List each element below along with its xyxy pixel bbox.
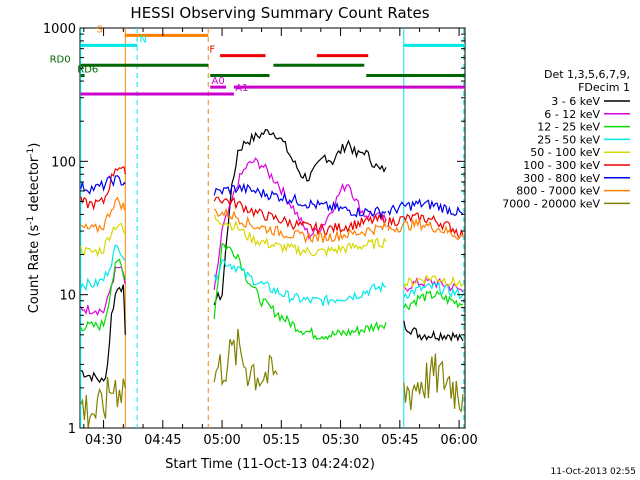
state-label-RD0: RD0 (50, 54, 71, 65)
y-label-superscript: -1 (26, 148, 36, 157)
state-label-RD6: RD6 (77, 65, 98, 76)
legend-label-0: 3 - 6 keV (551, 95, 600, 108)
legend-label-2: 12 - 25 keV (537, 121, 600, 134)
legend-label-7: 800 - 7000 keV (516, 185, 600, 198)
series-8-segment-1 (213, 328, 278, 391)
legend-label-4: 50 - 100 keV (530, 146, 600, 159)
series-0-segment-2 (403, 320, 464, 343)
x-tick-label: 04:30 (85, 433, 122, 448)
axes: 04:30 04:45 05:00 05:15 05:30 05:45 06:00 1 10 10… (43, 22, 478, 448)
x-tick-label: 06:00 (440, 433, 477, 448)
legend-label-8: 7000 - 20000 keV (502, 197, 600, 210)
series-1-segment-1 (213, 157, 387, 291)
y-label-text: Count Rate (s (27, 225, 42, 314)
x-tick-label: 05:15 (263, 433, 300, 448)
y-label-text: ) (27, 143, 42, 148)
series-3-segment-1 (213, 259, 386, 307)
series-6-segment-2 (387, 198, 464, 217)
series-7-segment-0 (80, 196, 126, 234)
legend-label-3: 25 - 50 keV (537, 133, 600, 146)
series-5-segment-0 (80, 165, 126, 211)
x-tick-label: 05:30 (322, 433, 359, 448)
series-0-segment-1 (213, 129, 387, 306)
timestamp: 11-Oct-2013 02:55 (551, 467, 636, 477)
y-tick-label: 1000 (43, 22, 76, 37)
plot-frame (79, 27, 466, 429)
series-4-segment-0 (80, 222, 126, 258)
state-label-N: N (139, 34, 146, 45)
series-2-segment-1 (213, 242, 387, 341)
series-3-segment-0 (80, 244, 126, 292)
legend-label-5: 100 - 300 keV (523, 159, 600, 172)
instrument-state-bars: SNFRD0RD6A0A1 (50, 24, 465, 96)
series-4-segment-2 (403, 274, 464, 290)
series-6-segment-0 (80, 175, 126, 195)
series-1-segment-0 (80, 266, 126, 317)
x-axis-label: Start Time (11-Oct-13 04:24:02) (165, 457, 375, 472)
y-label-superscript: -1 (26, 216, 36, 225)
chart-title: HESSI Observing Summary Count Rates (130, 4, 429, 22)
y-axis-label: Count Rate (s-1 detector-1) (26, 143, 42, 314)
series-group (80, 129, 464, 428)
x-tick-label: 05:00 (203, 433, 240, 448)
series-8-segment-2 (403, 353, 464, 413)
legend-title-line-2: FDecim 1 (578, 81, 630, 94)
legend-label-6: 300 - 800 keV (523, 172, 600, 185)
series-4-segment-1 (213, 214, 387, 258)
series-8-segment-0 (80, 377, 126, 428)
series-2-segment-2 (403, 289, 464, 311)
legend-label-1: 6 - 12 keV (544, 108, 600, 121)
x-tick-label: 04:45 (144, 433, 181, 448)
y-tick-label: 10 (59, 289, 76, 304)
state-label-A0: A0 (212, 76, 225, 87)
state-label-S: S (96, 24, 102, 35)
series-0-segment-0 (80, 284, 126, 384)
y-tick-label: 1 (68, 422, 76, 437)
legend-title-line-1: Det 1,3,5,6,7,9, (544, 68, 630, 81)
series-5-segment-1 (213, 196, 387, 236)
series-6-segment-1 (213, 182, 387, 220)
series-3-segment-2 (403, 281, 464, 300)
y-label-text: detector (27, 156, 42, 216)
y-tick-label: 100 (51, 155, 76, 170)
plot-border (79, 27, 466, 429)
series-2-segment-0 (80, 258, 126, 332)
series-7-segment-1 (213, 207, 387, 244)
x-tick-label: 05:45 (381, 433, 418, 448)
series-5-segment-2 (387, 212, 464, 239)
series-7-segment-2 (387, 217, 464, 241)
state-label-F: F (209, 45, 215, 56)
